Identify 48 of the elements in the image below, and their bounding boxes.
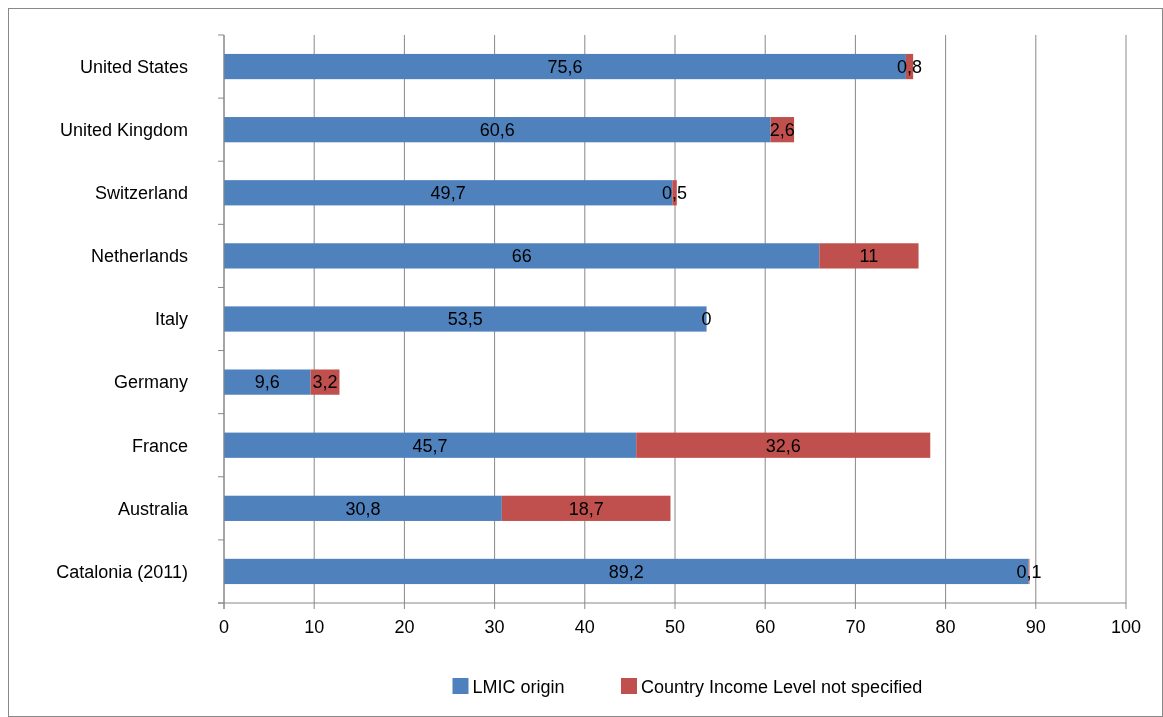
y-tick-label: United States bbox=[79, 56, 188, 77]
bar bbox=[224, 243, 820, 269]
data-label: 66 bbox=[511, 246, 532, 267]
legend-label: LMIC origin bbox=[472, 677, 565, 698]
x-tick-label: 20 bbox=[394, 617, 415, 637]
y-tick-label: Catalonia (2011) bbox=[56, 561, 188, 582]
data-label: 49,7 bbox=[430, 183, 466, 204]
bar bbox=[636, 432, 931, 458]
x-tick-label: 60 bbox=[755, 617, 776, 637]
y-tick-label: France bbox=[131, 435, 188, 456]
data-label: 0,1 bbox=[1016, 561, 1042, 582]
bar bbox=[224, 495, 502, 521]
data-label: 11 bbox=[859, 246, 879, 267]
data-label: 32,6 bbox=[765, 435, 801, 456]
x-tick-label: 90 bbox=[1025, 617, 1046, 637]
x-tick-label: 30 bbox=[484, 617, 505, 637]
data-label: 2,6 bbox=[769, 119, 795, 140]
bar bbox=[224, 432, 637, 458]
data-label: 0,5 bbox=[662, 183, 688, 204]
data-label: 45,7 bbox=[412, 435, 448, 456]
y-tick-label: United Kingdom bbox=[59, 119, 188, 140]
bar bbox=[501, 495, 671, 521]
x-tick-label: 10 bbox=[304, 617, 325, 637]
data-label: 18,7 bbox=[568, 498, 604, 519]
data-label: 75,6 bbox=[547, 56, 583, 77]
x-tick-label: 80 bbox=[935, 617, 956, 637]
x-tick-label: 70 bbox=[845, 617, 866, 637]
data-label: 9,6 bbox=[254, 372, 280, 393]
x-tick-label: 0 bbox=[218, 617, 230, 637]
data-label: 0,8 bbox=[897, 56, 923, 77]
y-tick-label: Australia bbox=[117, 498, 189, 519]
y-tick-label: Italy bbox=[154, 309, 188, 330]
legend-label: Country Income Level not specified bbox=[641, 677, 923, 698]
data-label: 53,5 bbox=[447, 309, 483, 330]
data-label: 89,2 bbox=[608, 561, 644, 582]
y-tick-label: Germany bbox=[113, 372, 188, 393]
data-label: 60,6 bbox=[479, 119, 515, 140]
bar bbox=[819, 243, 919, 269]
x-tick-label: 40 bbox=[574, 617, 595, 637]
x-tick-label: 50 bbox=[664, 617, 686, 637]
bar bbox=[224, 117, 771, 143]
y-tick-label: Netherlands bbox=[90, 246, 188, 267]
y-tick-label: Switzerland bbox=[94, 183, 188, 204]
x-tick-label: 100 bbox=[1110, 617, 1142, 637]
data-label: 30,8 bbox=[345, 498, 381, 519]
data-label: 3,2 bbox=[312, 372, 338, 393]
data-label: 0 bbox=[701, 309, 712, 330]
bar bbox=[224, 369, 311, 395]
